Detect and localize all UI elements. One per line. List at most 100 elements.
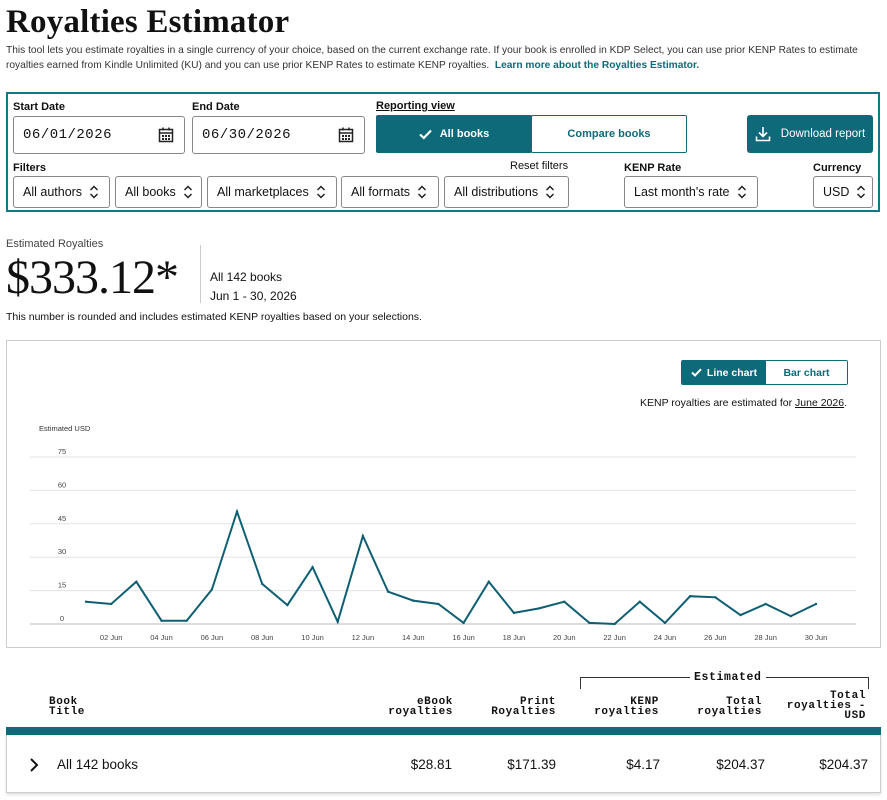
- data-point: [512, 611, 516, 615]
- data-point: [663, 621, 667, 625]
- all-books-button-label: All books: [439, 128, 490, 140]
- estimated-royalties-label: Estimated Royalties: [6, 238, 104, 250]
- download-icon: [755, 127, 771, 142]
- x-tick-label: 12 Jun: [352, 633, 375, 642]
- calendar-icon[interactable]: [158, 127, 174, 143]
- series-line: [85, 508, 817, 626]
- kenp-note-prefix: KENP royalties are estimated for: [639, 397, 796, 409]
- end-date-label: End Date: [192, 101, 240, 113]
- data-point: [739, 613, 742, 617]
- checkmark-icon: [691, 368, 702, 377]
- kenp-rate-value: Last month's rate: [634, 185, 730, 199]
- y-tick-label: 0: [60, 614, 64, 623]
- sort-arrows-icon: [90, 185, 99, 199]
- chart-type-toggle: Line chart Bar chart: [681, 360, 848, 385]
- data-point: [412, 599, 415, 602]
- distributions-filter-value: All distributions: [454, 185, 539, 199]
- marketplaces-filter-select[interactable]: All marketplaces: [207, 176, 337, 208]
- row-book-title: All 142 books: [57, 757, 139, 772]
- y-tick-label: 60: [58, 480, 66, 489]
- books-filter-select[interactable]: All books: [115, 176, 202, 208]
- data-point: [361, 534, 365, 538]
- currency-value: USD: [823, 185, 850, 199]
- y-axis-label: Estimated USD: [39, 424, 91, 433]
- x-tick-label: 04 Jun: [150, 633, 173, 642]
- table-row[interactable]: [6, 735, 881, 793]
- authors-filter-select[interactable]: All authors: [13, 176, 110, 208]
- data-point: [764, 602, 767, 606]
- all-books-button[interactable]: All books: [376, 115, 532, 153]
- sort-arrows-icon: [316, 185, 325, 199]
- x-tick-label: 08 Jun: [251, 633, 274, 642]
- estimated-group-label: Estimated: [690, 672, 766, 683]
- y-tick-label: 45: [58, 514, 66, 523]
- row-kenp-royalties: $4.17: [626, 757, 660, 772]
- summary-divider: [200, 245, 201, 303]
- y-tick-label: 30: [58, 547, 66, 556]
- column-header-total-royalties: Total royalties: [697, 696, 762, 718]
- x-tick-label: 26 Jun: [704, 633, 727, 642]
- x-tick-label: 22 Jun: [603, 633, 626, 642]
- kenp-rate-label: KENP Rate: [624, 162, 682, 174]
- kenp-month-link[interactable]: June 2026: [795, 397, 845, 409]
- summary-note: This number is rounded and includes esti…: [6, 311, 422, 323]
- x-tick-label: 02 Jun: [100, 633, 123, 642]
- sort-arrows-icon: [418, 185, 427, 199]
- sort-arrows-icon: [857, 185, 866, 199]
- row-total-royalties: $204.37: [716, 757, 765, 772]
- data-point: [160, 619, 163, 622]
- bar-chart-label: Bar chart: [783, 366, 830, 379]
- summary-date-range: Jun 1 - 30, 2026: [210, 289, 297, 303]
- data-point: [789, 615, 793, 618]
- column-header-ebook-royalties: eBook royalties: [388, 696, 453, 718]
- distributions-filter-select[interactable]: All distributions: [444, 176, 569, 208]
- authors-filter-value: All authors: [23, 185, 83, 199]
- table-header-bar: [6, 727, 881, 735]
- kenp-rate-select[interactable]: Last month's rate: [624, 176, 758, 208]
- reset-filters-link[interactable]: Reset filters: [510, 160, 569, 172]
- sort-arrows-icon: [737, 185, 746, 199]
- data-point: [286, 603, 289, 607]
- summary-books: All 142 books: [210, 270, 283, 284]
- data-point: [638, 600, 641, 603]
- books-filter-value: All books: [125, 185, 176, 199]
- data-point: [613, 622, 616, 626]
- data-point: [487, 580, 490, 583]
- kenp-note-suffix: .: [844, 397, 847, 409]
- reporting-view-label: Reporting view: [376, 100, 455, 112]
- data-point: [688, 594, 692, 598]
- chart-container: [6, 340, 881, 648]
- data-point: [714, 596, 717, 599]
- x-tick-label: 16 Jun: [452, 633, 475, 642]
- start-date-input[interactable]: 06/01/2026: [13, 116, 185, 154]
- sort-arrows-icon: [183, 185, 192, 199]
- column-header-book-title: Book Title: [49, 696, 86, 718]
- row-ebook-royalties: $28.81: [410, 757, 452, 772]
- chevron-right-icon[interactable]: [29, 757, 39, 773]
- data-point: [563, 600, 566, 603]
- download-report-label: Download report: [780, 128, 866, 140]
- sort-arrows-icon: [546, 185, 555, 199]
- x-tick-label: 14 Jun: [402, 633, 425, 642]
- data-point: [588, 621, 591, 625]
- formats-filter-select[interactable]: All formats: [341, 176, 439, 208]
- currency-select[interactable]: USD: [813, 176, 873, 208]
- formats-filter-value: All formats: [351, 185, 411, 199]
- compare-books-button[interactable]: Compare books: [531, 115, 687, 153]
- calendar-icon[interactable]: [338, 127, 354, 143]
- x-tick-label: 06 Jun: [201, 633, 224, 642]
- royalties-line-chart: Estimated USD 0 15 30 45 60 75 02 Jun 04 Jun 06 J…: [30, 424, 856, 642]
- end-date-input[interactable]: 06/30/2026: [192, 116, 365, 154]
- column-header-kenp-royalties: KENP royalties: [594, 696, 659, 718]
- line-chart-button[interactable]: Line chart: [682, 361, 766, 384]
- checkmark-icon: [418, 129, 432, 140]
- data-point: [311, 566, 314, 569]
- bar-chart-button[interactable]: Bar chart: [766, 361, 847, 384]
- row-total-royalties-usd: $204.37: [819, 757, 868, 772]
- download-report-button[interactable]: Download report: [747, 115, 873, 153]
- learn-more-link[interactable]: Learn more about the Royalties Estimator…: [494, 60, 700, 71]
- end-date-value: 06/30/2026: [202, 127, 292, 143]
- column-header-total-royalties-usd: Total royalties - USD: [786, 690, 866, 722]
- currency-label: Currency: [813, 162, 862, 174]
- data-point: [261, 582, 264, 586]
